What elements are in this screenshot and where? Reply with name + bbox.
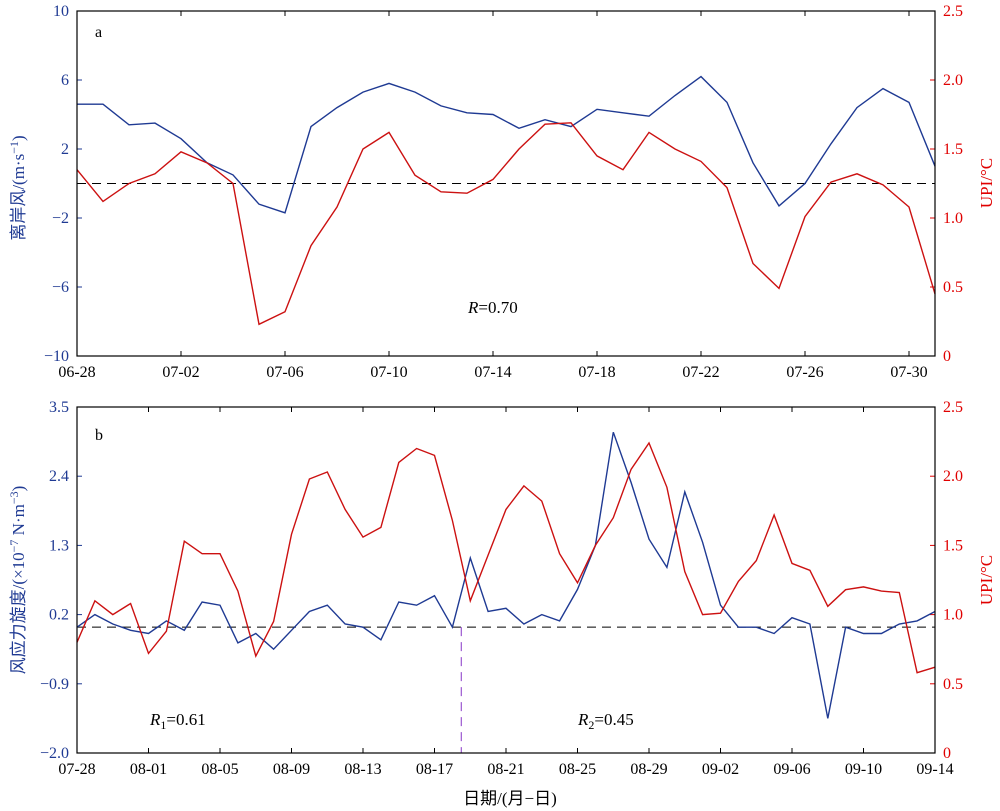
panel-b-right-tick-label: 1.5 — [943, 537, 963, 554]
panel-a-right-tick-label: 2.5 — [943, 3, 963, 20]
panel-b-left-tick-label: −0.9 — [40, 676, 69, 693]
panel-b-frame — [76, 406, 936, 754]
panel-a-right-axis-title: UPI/°C — [977, 158, 996, 208]
panel-a-right-tick-label: 0 — [943, 348, 951, 365]
panel-b-left-tick-label: 2.4 — [49, 468, 69, 485]
panel-b-left-tick-label: −2.0 — [40, 745, 69, 762]
panel-b-correlation-1: R1=0.61 — [149, 710, 206, 732]
panel-b-left-tick-label: 0.2 — [49, 607, 69, 624]
panel-b-x-tick-label: 08-29 — [630, 761, 667, 778]
panel-b-x-tick-label: 08-01 — [130, 761, 167, 778]
panel-a-correlation: R=0.70 — [467, 298, 518, 317]
panel-b-x-tick-label: 08-21 — [487, 761, 524, 778]
panel-a-x-tick-label: 07-14 — [474, 364, 511, 381]
panel-b-x-tick-label: 08-05 — [201, 761, 238, 778]
panel-a-left-tick-label: 2 — [61, 141, 69, 158]
panel-a-right-tick-label: 2.0 — [943, 72, 963, 89]
panel-a-x-tick-label: 06-28 — [58, 364, 95, 381]
panel-a-label: a — [95, 24, 102, 41]
panel-a-left-tick-label: 10 — [53, 3, 69, 20]
panel-b-label: b — [95, 427, 103, 444]
panel-a-x-tick-label: 07-26 — [786, 364, 823, 381]
panel-b-x-tick-label: 07-28 — [58, 761, 95, 778]
panel-a-right-tick-label: 1.0 — [943, 210, 963, 227]
panel-a-ticks: 06-28 07-02 07-06 07-10 07-14 07-18 07-22 07-26… — [44, 3, 963, 381]
panel-b-x-tick-label: 08-09 — [273, 761, 310, 778]
x-axis-title: 日期/(月−日) — [463, 789, 557, 808]
panel-a-upi-line — [76, 122, 936, 326]
panel-b: 07-28 08-01 08-05 08-09 08-13 08-17 08-21 08-25… — [7, 399, 996, 778]
panel-b-right-tick-label: 1.0 — [943, 607, 963, 624]
panel-b-x-tick-label: 09-02 — [702, 761, 739, 778]
panel-b-ticks: 07-28 08-01 08-05 08-09 08-13 08-17 08-21 08-25… — [40, 399, 963, 778]
panel-a-offshore-wind-line — [77, 75, 936, 214]
panel-a-right-tick-label: 1.5 — [943, 141, 963, 158]
panel-b-correlation-2: R2=0.45 — [577, 710, 634, 732]
panel-b-left-tick-label: 3.5 — [49, 399, 69, 416]
panel-a-x-tick-label: 07-18 — [578, 364, 615, 381]
panel-a-left-axis-title: 离岸风/(m·s−1) — [7, 135, 28, 240]
panel-a-x-tick-label: 07-22 — [682, 364, 719, 381]
panel-a-left-tick-label: −6 — [52, 279, 69, 296]
panel-a: 06-28 07-02 07-06 07-10 07-14 07-18 07-22 07-26… — [7, 3, 996, 381]
panel-b-right-tick-label: 2.5 — [943, 399, 963, 416]
panel-b-left-axis-title: 风应力旋度/(×10−7 N·m−3) — [7, 486, 28, 675]
panel-b-x-tick-label: 08-17 — [416, 761, 453, 778]
panel-a-x-tick-label: 07-02 — [162, 364, 199, 381]
panel-a-x-tick-label: 07-30 — [890, 364, 927, 381]
panel-b-right-axis-title: UPI/°C — [977, 555, 996, 605]
panel-b-x-tick-label: 09-14 — [916, 761, 953, 778]
panel-b-right-tick-label: 0.5 — [943, 676, 963, 693]
panel-a-correlation-value: =0.70 — [478, 298, 517, 317]
panel-b-x-tick-label: 08-25 — [559, 761, 596, 778]
panel-a-correlation-r: R — [467, 298, 479, 317]
panel-a-x-tick-label: 07-10 — [370, 364, 407, 381]
panel-b-wind-stress-curl-line — [76, 431, 936, 719]
panel-a-left-tick-label: −10 — [44, 348, 69, 365]
panel-a-x-tick-label: 07-06 — [266, 364, 303, 381]
panel-b-right-tick-label: 0 — [943, 745, 951, 762]
panel-b-x-tick-label: 09-10 — [845, 761, 882, 778]
panel-a-right-tick-label: 0.5 — [943, 279, 963, 296]
panel-b-x-tick-label: 09-06 — [773, 761, 810, 778]
panel-a-frame — [76, 10, 936, 357]
panel-b-x-tick-label: 08-13 — [344, 761, 381, 778]
panel-a-left-tick-label: −2 — [52, 210, 69, 227]
panel-a-left-tick-label: 6 — [61, 72, 69, 89]
panel-b-right-tick-label: 2.0 — [943, 468, 963, 485]
panel-b-upi-line — [76, 441, 936, 674]
panel-b-left-tick-label: 1.3 — [49, 537, 69, 554]
